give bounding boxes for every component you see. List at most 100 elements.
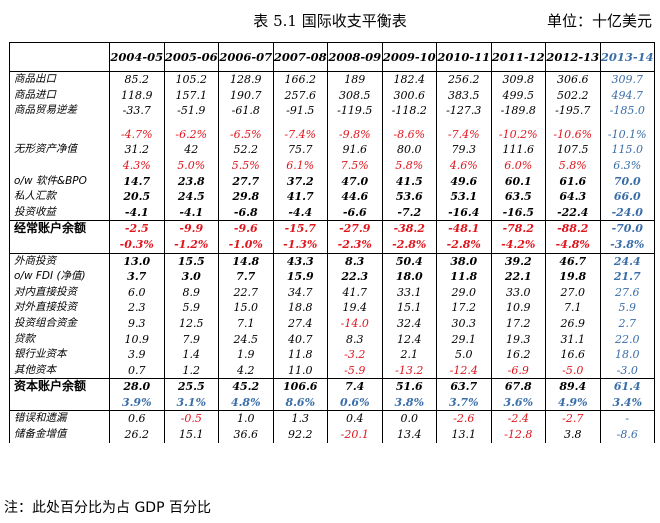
- value-cell: 3.7: [109, 269, 164, 285]
- value-cell: 30.3: [436, 315, 491, 332]
- value-cell: 24.5: [163, 189, 219, 205]
- value-cell: 19.8: [545, 269, 600, 285]
- value-cell: -2.6: [436, 410, 491, 428]
- table-row: 投资收益 -4.1 -4.1 -6.8 -4.4 -6.6 -7.2 -16.4 -16.5 -2…: [9, 204, 655, 221]
- value-cell: 43.3: [272, 252, 328, 270]
- value-cell: 21.7: [599, 269, 655, 285]
- value-cell: -27.9: [327, 220, 382, 237]
- value-cell: 33.1: [381, 284, 437, 301]
- row-label: 错误和遗漏: [9, 410, 110, 428]
- value-cell: -51.9: [163, 103, 219, 119]
- value-cell: 61.6: [545, 173, 600, 190]
- value-cell: 16.2: [490, 347, 546, 363]
- value-cell: -2.4: [490, 410, 546, 428]
- value-cell: 70.0: [599, 173, 655, 190]
- table-row: 资本账户余额 28.0 25.5 45.2 106.6 7.4 51.6 63.7 67.8 89…: [9, 378, 655, 395]
- spacer-cell: [163, 118, 219, 127]
- value-cell: 166.2: [272, 71, 328, 88]
- value-cell: -: [599, 410, 655, 428]
- value-cell: 26.9: [545, 315, 600, 332]
- value-cell: 8.3: [327, 252, 382, 270]
- spacer-cell: [381, 118, 437, 127]
- value-cell: 7.7: [218, 269, 273, 285]
- value-cell: 60.1: [490, 173, 546, 190]
- value-cell: -2.8%: [381, 236, 437, 254]
- value-cell: 107.5: [545, 142, 600, 158]
- value-cell: 52.2: [218, 142, 273, 158]
- value-cell: -88.2: [545, 220, 600, 237]
- value-cell: 309.8: [490, 71, 546, 88]
- table-row: 3.9% 3.1% 4.8% 8.6% 0.6% 3.8% 3.7% 3.6% 4.9% 3.4%: [9, 394, 655, 411]
- table-row: 经常账户余额 -2.5 -9.9 -9.6 -15.7 -27.9 -38.2 -48.1 -7…: [9, 220, 655, 237]
- value-cell: 3.9%: [109, 394, 164, 411]
- value-cell: 4.2: [218, 362, 273, 379]
- value-cell: -2.7: [545, 410, 600, 428]
- value-cell: 79.3: [436, 142, 491, 158]
- year-header: 2013-14: [599, 42, 655, 72]
- value-cell: 20.5: [109, 189, 164, 205]
- table-row: 储备金增值 26.2 15.1 36.6 92.2 -20.1 13.4 13.1 -12.8 3…: [9, 427, 655, 443]
- value-cell: 8.6%: [272, 394, 328, 411]
- value-cell: 257.6: [272, 87, 328, 104]
- value-cell: 308.5: [327, 87, 382, 104]
- value-cell: 29.1: [436, 331, 491, 348]
- row-label: [9, 394, 110, 411]
- value-cell: 306.6: [545, 71, 600, 88]
- value-cell: 27.7: [218, 173, 273, 190]
- spacer-row: [9, 118, 655, 127]
- value-cell: 80.0: [381, 142, 437, 158]
- value-cell: -2.8%: [436, 236, 491, 254]
- value-cell: -78.2: [490, 220, 546, 237]
- value-cell: 118.9: [109, 87, 164, 104]
- value-cell: -14.0: [327, 315, 382, 332]
- spacer-cell: [109, 118, 164, 127]
- value-cell: -9.6: [218, 220, 273, 237]
- spacer-cell: [436, 118, 491, 127]
- value-cell: 5.8%: [545, 157, 600, 174]
- value-cell: 45.2: [218, 378, 273, 395]
- value-cell: 24.4: [599, 252, 655, 270]
- value-cell: -7.4%: [272, 126, 328, 143]
- value-cell: -20.1: [327, 427, 382, 443]
- year-header: 2010-11: [436, 42, 491, 72]
- value-cell: 12.4: [381, 331, 437, 348]
- value-cell: 22.1: [490, 269, 546, 285]
- value-cell: 22.3: [327, 269, 382, 285]
- value-cell: 24.5: [218, 331, 273, 348]
- value-cell: 0.6: [109, 410, 164, 428]
- year-header: 2011-12: [490, 42, 546, 72]
- value-cell: 11.8: [436, 269, 491, 285]
- value-cell: -10.1%: [599, 126, 655, 143]
- row-label: [9, 236, 110, 254]
- table-row: 商品贸易逆差 -33.7 -51.9 -61.8 -91.5 -119.5 -118.2 -1…: [9, 103, 655, 119]
- value-cell: -185.0: [599, 103, 655, 119]
- value-cell: 0.7: [109, 362, 164, 379]
- value-cell: -22.4: [545, 204, 600, 221]
- row-label: o/w FDI (净值): [9, 269, 110, 285]
- year-header: 2008-09: [327, 42, 382, 72]
- value-cell: 39.2: [490, 252, 546, 270]
- value-cell: 7.1: [218, 315, 273, 332]
- value-cell: 111.6: [490, 142, 546, 158]
- value-cell: -4.1: [109, 204, 164, 221]
- value-cell: 26.2: [109, 427, 164, 443]
- value-cell: 128.9: [218, 71, 273, 88]
- value-cell: -127.3: [436, 103, 491, 119]
- value-cell: -2.3%: [327, 236, 382, 254]
- value-cell: 53.1: [436, 189, 491, 205]
- value-cell: 18.0: [381, 269, 437, 285]
- value-cell: 7.5%: [327, 157, 382, 174]
- table-row: 投资组合资金 9.3 12.5 7.1 27.4 -14.0 32.4 30.3 17.2 26.…: [9, 315, 655, 332]
- year-header: 2006-07: [218, 42, 273, 72]
- value-cell: -70.0: [599, 220, 655, 237]
- value-cell: 18.0: [599, 347, 655, 363]
- value-cell: 67.8: [490, 378, 546, 395]
- value-cell: 42: [163, 142, 219, 158]
- value-cell: 32.4: [381, 315, 437, 332]
- row-label: 贷款: [9, 331, 110, 348]
- value-cell: 47.0: [327, 173, 382, 190]
- value-cell: -0.3%: [109, 236, 164, 254]
- value-cell: 31.1: [545, 331, 600, 348]
- value-cell: 499.5: [490, 87, 546, 104]
- value-cell: -5.0: [545, 362, 600, 379]
